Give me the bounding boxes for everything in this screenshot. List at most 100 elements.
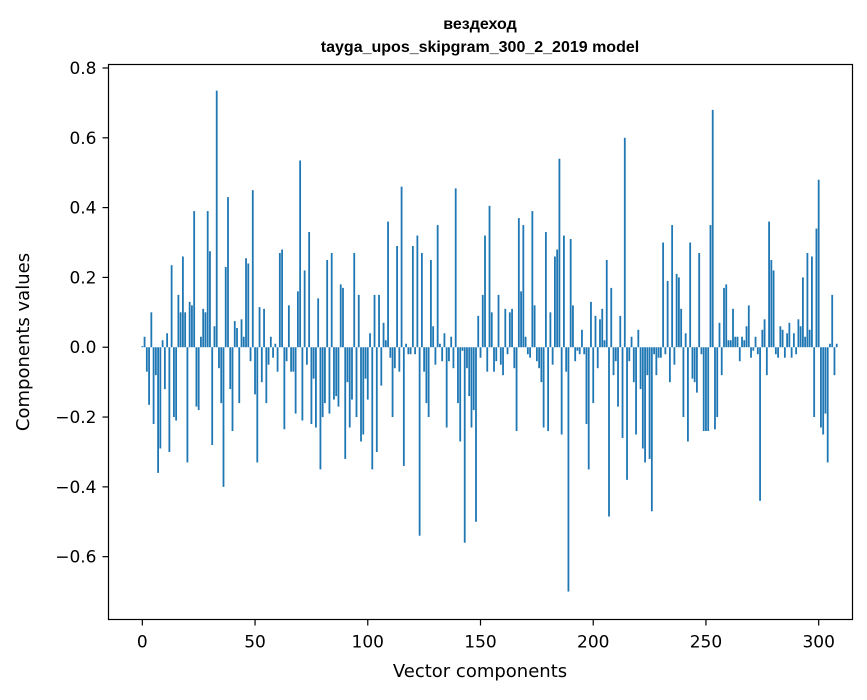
bar: [299, 160, 302, 348]
bar: [159, 347, 162, 449]
bar: [820, 347, 822, 428]
bar: [596, 347, 599, 369]
bar: [378, 294, 380, 348]
bar: [574, 347, 577, 362]
bar: [738, 347, 741, 362]
bar: [143, 336, 146, 348]
bar: [684, 333, 687, 348]
bar: [249, 347, 252, 362]
bar: [689, 242, 692, 348]
bar: [499, 347, 502, 365]
bar: [811, 256, 813, 348]
bar: [182, 256, 184, 348]
bar: [700, 347, 703, 355]
bar: [687, 347, 689, 442]
bar: [423, 347, 426, 372]
bar: [396, 246, 398, 348]
bar: [463, 347, 466, 543]
bar: [200, 336, 202, 348]
bar: [488, 205, 491, 348]
bar: [759, 347, 761, 501]
bar: [538, 347, 541, 369]
chart-subtitle: tayga_upos_skipgram_300_2_2019 model: [321, 39, 639, 56]
bar: [747, 305, 750, 348]
bar: [493, 347, 495, 372]
bar: [554, 256, 556, 348]
bar: [364, 347, 367, 379]
bar: [263, 308, 265, 348]
bar: [502, 347, 504, 376]
bar: [337, 347, 340, 407]
bar: [655, 347, 658, 376]
bar: [416, 235, 419, 348]
x-tick-label: 150: [464, 633, 496, 653]
bar: [276, 347, 279, 372]
bar: [576, 347, 579, 351]
bar: [605, 259, 608, 348]
bar: [567, 347, 570, 592]
bar: [339, 284, 342, 348]
bar: [452, 347, 455, 369]
bar: [623, 137, 626, 348]
bar: [335, 347, 338, 397]
bar: [610, 287, 613, 348]
bar: [206, 211, 209, 348]
bar: [563, 235, 565, 348]
bar: [274, 343, 277, 348]
bar: [765, 347, 768, 376]
bar: [294, 347, 297, 414]
bar: [222, 347, 225, 487]
bar: [693, 347, 696, 383]
bar: [734, 336, 737, 348]
bar: [761, 329, 764, 348]
bar: [152, 347, 155, 425]
bar: [612, 347, 615, 376]
bar: [184, 312, 187, 348]
bar: [407, 347, 410, 355]
plot-frame: [107, 63, 854, 621]
bar: [635, 347, 637, 435]
bar: [348, 347, 351, 428]
bar: [191, 305, 193, 348]
bar: [240, 319, 243, 348]
bar: [691, 347, 694, 379]
bar: [371, 347, 374, 470]
bar: [373, 294, 376, 348]
bar: [267, 347, 270, 365]
bar: [524, 336, 527, 348]
bar: [382, 322, 385, 348]
bar: [430, 259, 432, 348]
bar: [578, 347, 581, 355]
bar: [245, 258, 247, 348]
bar: [326, 259, 329, 348]
y-tick-label: −0.2: [55, 408, 96, 428]
bar: [269, 336, 272, 348]
bar: [608, 347, 610, 517]
bar: [317, 298, 320, 348]
bar: [675, 273, 678, 348]
bar: [558, 158, 561, 348]
bar: [213, 326, 216, 348]
bar: [626, 347, 628, 480]
bar: [813, 347, 816, 418]
bar: [360, 347, 362, 442]
bar: [646, 347, 649, 376]
bar: [736, 336, 739, 348]
bar: [272, 347, 274, 358]
bar: [829, 343, 831, 348]
bar: [251, 190, 254, 348]
bar: [763, 319, 766, 348]
bar: [752, 347, 755, 351]
bar: [481, 294, 484, 348]
bar: [522, 225, 525, 348]
bar: [511, 308, 513, 348]
bar: [824, 347, 827, 414]
bar: [707, 347, 710, 432]
bar: [457, 347, 459, 404]
bar: [303, 270, 306, 348]
bar: [614, 347, 617, 362]
bar: [418, 347, 421, 536]
bar: [229, 347, 232, 390]
bar: [157, 347, 159, 473]
bar: [727, 340, 730, 348]
